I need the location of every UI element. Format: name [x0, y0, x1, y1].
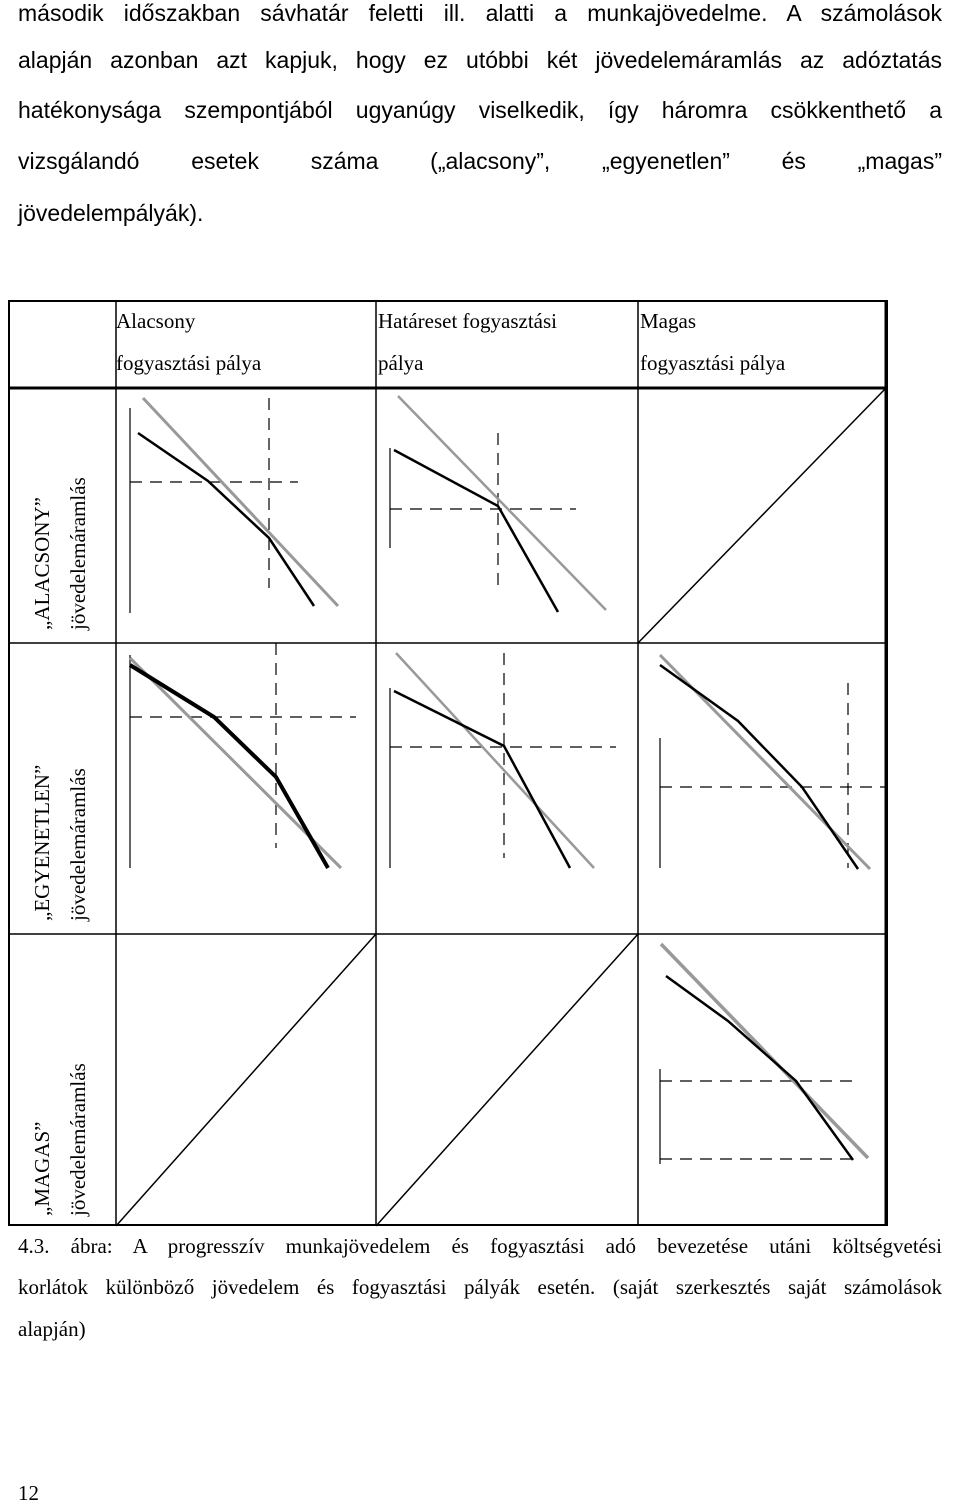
paragraph-line: jövedelempályák). [18, 200, 204, 226]
caption-line: alapján) [18, 1317, 86, 1341]
column-header-line: Határeset fogyasztási [378, 309, 558, 333]
kinked-budget-line [659, 663, 860, 870]
paragraph-line: második időszakban sávhatár feletti ill.… [18, 0, 942, 26]
empty-crossed-cell [115, 933, 377, 1227]
caption-line: 4.3. ábra: A progresszív munkajövedelem … [18, 1234, 942, 1258]
paragraph-line: vizsgálandó esetek száma („alacsony”, „e… [18, 148, 942, 174]
empty-crossed-cell [375, 933, 639, 1227]
column-header-line: Alacsony [116, 309, 196, 333]
budget-constraint-diagram [128, 643, 356, 870]
kinked-budget-line [393, 689, 572, 869]
row-header-line: jövedelemáramlás [66, 768, 90, 921]
budget-constraint-diagram [129, 396, 340, 613]
row-header-line: jövedelemáramlás [66, 477, 90, 630]
kinked-budget-line [137, 431, 316, 607]
empty-crossed-cell [637, 387, 887, 644]
column-header-low-consumption: Alacsony fogyasztási pálya [116, 300, 261, 384]
linear-budget-line [397, 395, 607, 611]
paragraph-line: alapján azonban azt kapjuk, hogy ez utób… [18, 47, 942, 73]
table-frame [8, 300, 888, 1226]
column-header-borderline-consumption: Határeset fogyasztási pálya [378, 300, 557, 384]
row-header-high-income: „MAGAS” jövedelemáramlás [24, 1063, 96, 1216]
column-header-line: Magas [640, 309, 696, 333]
column-header-high-consumption: Magas fogyasztási pálya [640, 300, 785, 384]
budget-constraint-diagram [658, 653, 886, 871]
linear-budget-line [395, 652, 595, 869]
diagonal-cross [115, 933, 377, 1227]
row-header-line: jövedelemáramlás [66, 1063, 90, 1216]
caption-line: korlátok különböző jövedelem és fogyaszt… [18, 1275, 942, 1299]
column-header-line: fogyasztási pálya [116, 351, 262, 375]
budget-constraint-diagram [389, 652, 616, 869]
row-header-low-income: „ALACSONY” jövedelemáramlás [24, 477, 96, 630]
page-number: 12 [18, 1481, 39, 1505]
paragraph-line: hatékonysága szempontjából ugyanúgy vise… [18, 97, 942, 123]
linear-budget-line [659, 942, 870, 1160]
column-header-line: pálya [378, 351, 424, 375]
figure-table: Alacsony fogyasztási pálya Határeset fog… [8, 300, 890, 1228]
row-header-uneven-income: „EGYENETLEN” jövedelemáramlás [24, 765, 96, 921]
row-header-line: „EGYENETLEN” [30, 764, 54, 921]
kinked-budget-line [128, 663, 330, 869]
budget-constraint-diagram [659, 942, 870, 1164]
diagonal-cross [637, 387, 887, 644]
kinked-budget-line [665, 974, 855, 1161]
row-header-line: „ALACSONY” [30, 497, 54, 630]
row-header-line: „MAGAS” [30, 1121, 54, 1217]
linear-budget-line [141, 396, 340, 608]
budget-constraint-diagram [389, 395, 607, 613]
figure-grid [8, 300, 888, 1227]
column-header-line: fogyasztási pálya [640, 351, 786, 375]
kinked-budget-line [393, 448, 560, 613]
diagonal-cross [375, 933, 639, 1227]
